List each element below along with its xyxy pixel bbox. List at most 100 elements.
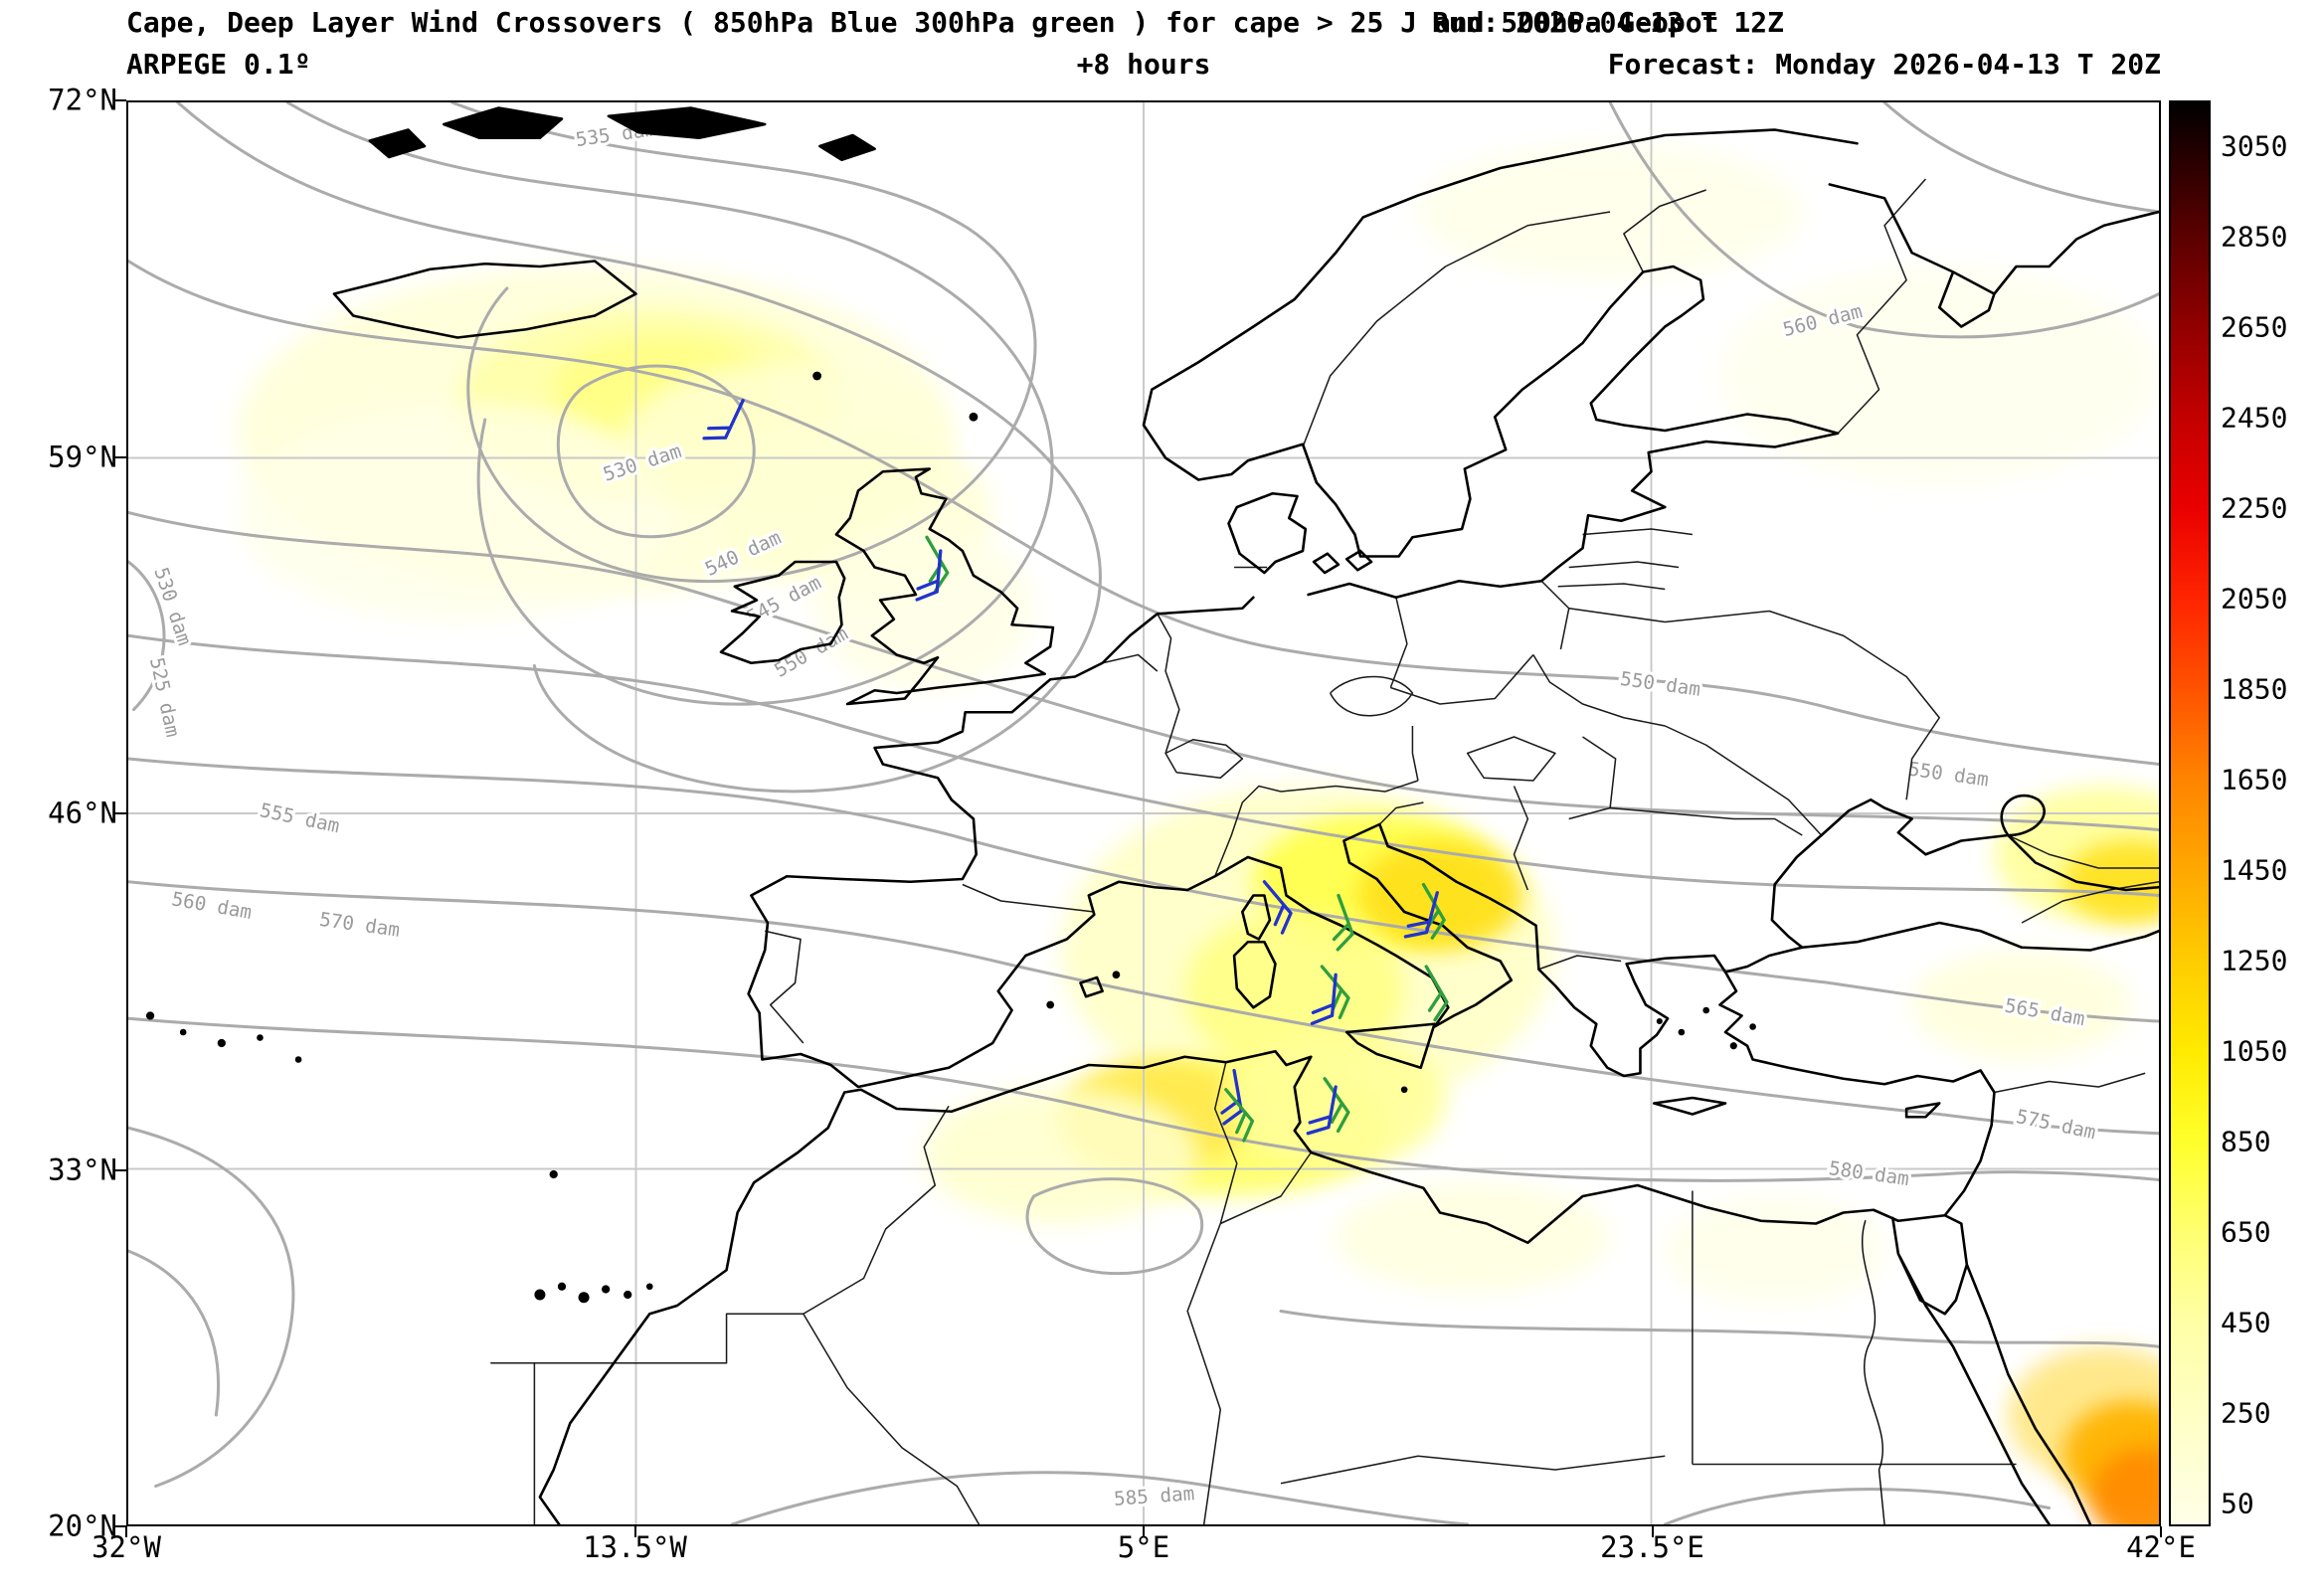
coastline-denmark <box>1227 491 1373 575</box>
geopotential-contour-label: 525 dam <box>145 655 184 739</box>
geopotential-contour-label: 575 dam <box>2014 1105 2097 1144</box>
geopotential-contour-label: 560 dam <box>170 887 254 924</box>
colorbar-tick-label: 450 <box>2221 1306 2271 1339</box>
wind-barb-850hPa <box>915 549 943 602</box>
colorbar-tick-label: 2850 <box>2221 220 2288 254</box>
colorbar-labels: 3050 2850 2650 2450 2250 2050 1850 1650 1450 1250… <box>2221 100 2324 1526</box>
colorbar-tick-label: 3050 <box>2221 129 2288 163</box>
colorbar-gradient <box>2169 100 2211 1526</box>
header-line1: Cape, Deep Layer Wind Crossovers ( 850hP… <box>126 6 2161 46</box>
wind-barb-850hPa <box>702 399 745 441</box>
y-axis-tick-label: 46°N <box>48 796 117 830</box>
coastline-anatolia-levant-africa <box>538 971 1996 1524</box>
coastline-red-sea <box>1891 1213 2092 1524</box>
colorbar-tick-label: 250 <box>2221 1396 2271 1430</box>
coastline-ireland <box>719 560 846 665</box>
wind-barb-300hPa <box>1424 965 1449 1022</box>
cape-shading-blob <box>1719 266 2159 485</box>
colorbar-tick-label: 650 <box>2221 1215 2271 1249</box>
colorbar-tick-label: 1850 <box>2221 672 2288 706</box>
cape-shading-layer <box>238 143 2159 1524</box>
colorbar-tick-label: 2650 <box>2221 310 2288 344</box>
colorbar-tick-label: 1650 <box>2221 763 2288 797</box>
cape-shading-blob <box>2090 1448 2159 1524</box>
y-axis-tick-label: 20°N <box>48 1508 117 1543</box>
cape-shading-blob <box>1336 1182 1611 1293</box>
border-path <box>490 1062 2017 1524</box>
colorbar-tick-label: 1250 <box>2221 944 2288 977</box>
small-islands <box>145 371 1756 1304</box>
coastline-black-sea-north <box>1770 794 2159 950</box>
y-axis-tick-label: 59°N <box>48 440 117 473</box>
geopotential-contour-label: 580 dam <box>1828 1156 1911 1190</box>
x-axis-tick-label: 32°W <box>91 1530 161 1564</box>
wind-barb-300hPa <box>1224 1088 1255 1143</box>
wind-barb-300hPa <box>1332 893 1354 952</box>
colorbar-tick-label: 1450 <box>2221 853 2288 887</box>
wind-barb-850hPa <box>1262 880 1293 935</box>
geopotential-contour-label: 530 dam <box>149 565 196 648</box>
x-axis-tick <box>1651 1526 1654 1537</box>
header-line2: ARPEGE 0.1º +8 hours Forecast: Monday 20… <box>126 48 2161 88</box>
cape-shading-blob <box>813 526 1034 691</box>
border-path <box>1513 608 2159 1094</box>
wind-barb-300hPa <box>1323 1077 1350 1134</box>
cape-shading-blob <box>2062 840 2159 923</box>
x-axis-tick <box>633 1526 636 1537</box>
forecast-valid-label: Forecast: Monday 2026-04-13 T 20Z <box>1607 48 2161 81</box>
cape-shading-blob <box>1225 1032 1446 1169</box>
y-axis-tick <box>115 99 126 101</box>
cape-shading-blob <box>1911 950 2132 1060</box>
map-canvas: 535 dam 530 dam 540 dam 545 dam 550 dam 530 d… <box>126 100 2161 1526</box>
coastline-cyprus <box>1904 1102 1941 1119</box>
y-axis-tick <box>115 812 126 814</box>
geopotential-contour-label: 550 dam <box>1907 758 1991 792</box>
coastline-great-britain <box>834 467 1055 706</box>
wind-barb-850hPa <box>1306 1085 1338 1136</box>
x-axis-tick <box>125 1526 127 1537</box>
chart-title: Cape, Deep Layer Wind Crossovers ( 850hP… <box>126 6 1719 39</box>
y-axis-tick <box>115 455 126 458</box>
coastline-sardinia <box>1232 940 1277 1009</box>
model-label: ARPEGE 0.1º <box>126 48 311 81</box>
x-axis-tick-label: 23.5°E <box>1600 1530 1704 1564</box>
y-axis-tick-label: 72°N <box>48 83 117 117</box>
coastline-sicily <box>1344 1022 1436 1070</box>
geopotential-contour-label: 570 dam <box>318 908 402 942</box>
colorbar-tick-label: 50 <box>2221 1487 2254 1520</box>
coastline-continental-europe <box>747 596 2159 1089</box>
colorbar-tick-label: 2050 <box>2221 582 2288 616</box>
x-axis-tick <box>2160 1526 2162 1537</box>
coastline-corsica <box>1241 894 1272 941</box>
country-borders-layer <box>490 178 2159 1524</box>
colorbar-tick-label: 1050 <box>2221 1034 2288 1068</box>
colorbar-tick-label: 2450 <box>2221 401 2288 435</box>
coastline-crete <box>1652 1096 1727 1116</box>
colorbar-tick-label: 2250 <box>2221 491 2288 525</box>
coastline-white-sea <box>1828 183 2159 328</box>
wind-barbs-layer <box>702 399 1449 1143</box>
wind-barb-850hPa <box>1403 891 1439 939</box>
geopotential-contour <box>128 102 2159 1524</box>
y-axis-tick <box>115 1168 126 1171</box>
geopotential-contour <box>176 102 1102 794</box>
geopotential-contour <box>128 259 2159 1182</box>
y-axis-tick <box>115 1525 126 1527</box>
cape-shading-blob <box>1665 1196 1885 1306</box>
x-axis-tick-label: 13.5°W <box>583 1530 687 1564</box>
geopotential-contours-layer <box>128 102 2159 1524</box>
river-nile <box>1861 1220 1885 1524</box>
cape-shading-blob <box>924 1087 1199 1224</box>
geopotential-contour-label: 555 dam <box>258 798 341 837</box>
x-axis-tick <box>1143 1526 1145 1537</box>
wind-barb-850hPa <box>1310 973 1338 1025</box>
geopotential-contour-label: 585 dam <box>1113 1482 1195 1510</box>
coastline-scandinavia-baltic <box>1142 128 1859 600</box>
x-axis-tick-label: 42°E <box>2126 1530 2196 1564</box>
geopotential-contour-label: 550 dam <box>1619 667 1702 701</box>
coastline-greenland <box>368 106 876 162</box>
cape-shading-blob <box>1357 840 1522 951</box>
coastline-mallorca <box>1079 975 1104 998</box>
